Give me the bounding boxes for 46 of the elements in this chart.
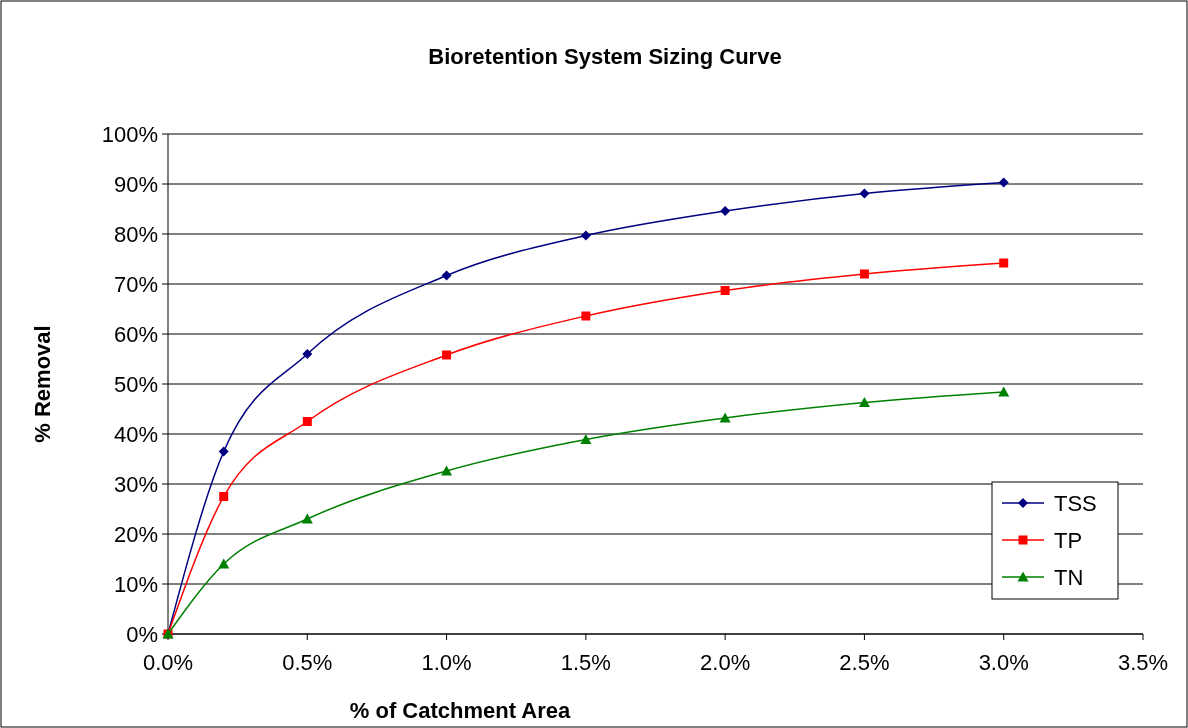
x-tick-label: 1.0% <box>421 650 472 675</box>
point <box>580 230 591 241</box>
x-tick-label: 3.0% <box>978 650 1029 675</box>
x-axis-title: % of Catchment Area <box>349 698 571 723</box>
y-tick-label: 20% <box>113 521 158 547</box>
y-tick-label: 40% <box>113 421 158 447</box>
y-tick-label: 100% <box>101 121 158 147</box>
point <box>858 397 870 407</box>
point <box>301 513 313 524</box>
point <box>218 446 229 457</box>
x-tick-label: 2.5% <box>839 650 890 675</box>
y-axis-title: % Removal <box>30 325 55 443</box>
legend-label: TN <box>1054 565 1084 590</box>
point <box>441 270 452 281</box>
point <box>302 349 313 359</box>
y-tick-label: 60% <box>113 321 158 347</box>
point <box>442 350 452 360</box>
legend-label: TP <box>1054 528 1083 553</box>
y-tick-label: 10% <box>113 571 158 597</box>
point <box>302 417 312 426</box>
y-tick-label: 90% <box>113 171 158 197</box>
point <box>998 386 1010 397</box>
y-tick-label: 70% <box>113 271 158 297</box>
x-tick-label: 1.5% <box>560 650 611 675</box>
point <box>219 492 229 501</box>
x-tick-label: 2.0% <box>700 650 751 675</box>
point <box>218 558 230 569</box>
point <box>859 269 869 279</box>
point <box>581 311 591 321</box>
point <box>580 434 592 444</box>
chart-title: Bioretention System Sizing Curve <box>428 44 782 69</box>
y-tick-label: 50% <box>113 371 158 397</box>
x-tick-label: 3.5% <box>1117 650 1169 675</box>
y-tick-label: 0% <box>126 621 158 647</box>
y-tick-label: 80% <box>113 221 158 247</box>
point <box>998 177 1009 188</box>
point <box>999 258 1009 268</box>
y-tick-label: 30% <box>113 471 158 497</box>
point <box>720 206 731 216</box>
legend-label: TSS <box>1054 491 1097 516</box>
point <box>719 412 731 423</box>
point <box>859 188 870 199</box>
point <box>720 286 730 295</box>
x-tick-label: 0.5% <box>282 650 333 675</box>
x-tick-label: 0.0% <box>142 650 194 675</box>
point <box>441 465 453 476</box>
